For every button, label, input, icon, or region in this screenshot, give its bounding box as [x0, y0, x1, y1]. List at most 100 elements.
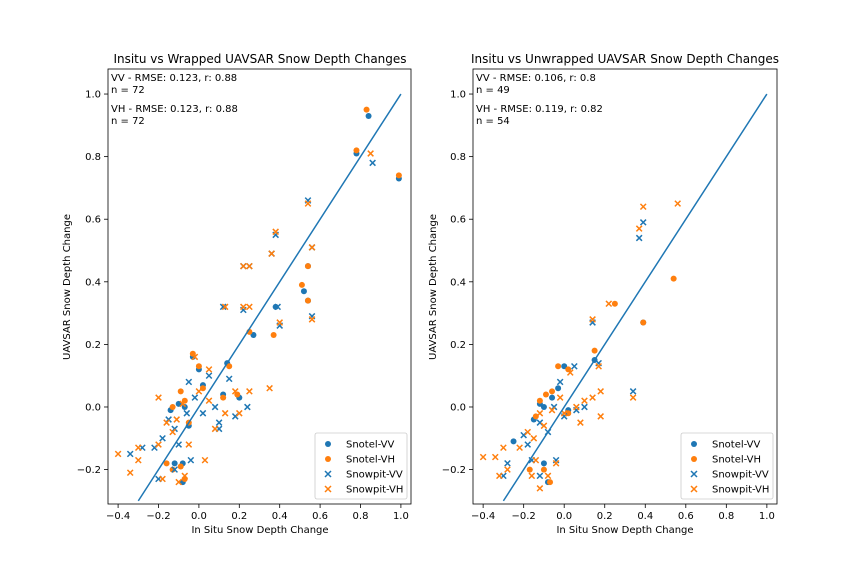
- x-tick-label: 0.0: [191, 511, 207, 522]
- data-point-snowpit-vv: [225, 375, 233, 383]
- data-point-snowpit-vh: [530, 434, 538, 442]
- chart-title: Insitu vs Unwrapped UAVSAR Snow Depth Ch…: [471, 52, 779, 66]
- data-point-snowpit-vv: [524, 441, 532, 448]
- data-point-snowpit-vh: [169, 428, 176, 436]
- x-tick-label: 0.2: [597, 511, 613, 522]
- data-point-snowpit-vh: [235, 409, 243, 417]
- legend-label-snotel-vh: Snotel-VH: [346, 455, 395, 466]
- data-point-snowpit-vh: [573, 403, 580, 411]
- data-point-snowpit-vv: [244, 403, 251, 411]
- legend-marker-snotel-vv: [325, 441, 331, 447]
- data-marks: [479, 93, 768, 502]
- data-point-snowpit-vh: [246, 388, 253, 395]
- x-tick-label: 0.8: [718, 511, 734, 522]
- legend-box: [680, 432, 774, 500]
- data-point-snowpit-vv: [175, 441, 183, 448]
- data-point-snowpit-vv: [571, 362, 578, 370]
- y-tick-label: 0.6: [450, 215, 466, 226]
- chart-unwrapped: Insitu vs Unwrapped UAVSAR Snow Depth Ch…: [428, 52, 779, 536]
- data-point-snotel-vv: [250, 332, 257, 339]
- chart-title: Insitu vs Wrapped UAVSAR Snow Depth Chan…: [113, 52, 406, 66]
- data-point-snotel-vv: [555, 385, 562, 392]
- data-point-snotel-vh: [177, 463, 184, 470]
- data-point-snowpit-vh: [674, 200, 682, 207]
- legend-label-snowpit-vv: Snowpit-VV: [346, 470, 403, 481]
- data-point-snowpit-vh: [114, 450, 122, 458]
- data-point-snowpit-vh: [577, 419, 584, 426]
- data-point-snotel-vh: [549, 388, 556, 395]
- x-axis: −0.4 −0.2 0.0 0.2 0.4 0.6 0.8 1.0: [106, 504, 409, 522]
- data-point-snowpit-vv: [183, 409, 191, 417]
- data-point-snowpit-vv: [199, 409, 207, 417]
- annotation-vv-stats: VV - RMSE: 0.123, r: 0.88: [111, 73, 237, 84]
- data-point-snowpit-vh: [205, 397, 213, 405]
- data-point-snowpit-vh: [240, 303, 247, 311]
- data-point-snowpit-vv: [126, 450, 134, 458]
- y-tick-label: 1.0: [450, 90, 466, 101]
- legend-box: [314, 432, 408, 500]
- data-point-snowpit-vh: [272, 228, 279, 236]
- data-point-snowpit-vh: [173, 416, 181, 423]
- x-axis-label: In Situ Snow Depth Change: [556, 525, 693, 536]
- data-point-snowpit-vv: [581, 403, 588, 411]
- data-point-snowpit-vh: [540, 422, 548, 430]
- legend-marker-snowpit-vv: [324, 470, 332, 478]
- data-point-snotel-vh: [226, 363, 233, 370]
- data-point-snowpit-vh: [195, 388, 203, 395]
- data-point-snowpit-vv: [369, 159, 376, 167]
- y-tick-label: 0.6: [85, 215, 101, 226]
- annotation-vh-count: n = 54: [476, 116, 510, 127]
- legend-label-snotel-vv: Snotel-VV: [346, 440, 395, 451]
- data-point-snotel-vv: [540, 460, 547, 467]
- data-point-snotel-vh: [195, 363, 202, 370]
- annotation-vv-stats: VV - RMSE: 0.106, r: 0.8: [476, 73, 596, 84]
- data-point-snowpit-vv: [215, 419, 223, 426]
- y-tick-label: 1.0: [85, 90, 101, 101]
- legend-label-snotel-vv: Snotel-VV: [712, 440, 761, 451]
- data-point-snotel-vv: [300, 288, 307, 295]
- data-point-snowpit-vh: [240, 262, 247, 270]
- data-point-snowpit-vh: [304, 200, 312, 207]
- data-point-snowpit-vh: [536, 409, 544, 417]
- data-point-snotel-vh: [540, 466, 547, 473]
- legend-marker-snowpit-vh: [324, 485, 332, 493]
- x-tick-label: 1.0: [759, 511, 775, 522]
- legend-label-snowpit-vh: Snowpit-VH: [712, 485, 769, 496]
- data-point-snotel-vh: [177, 388, 184, 395]
- data-point-snowpit-vh: [155, 394, 162, 401]
- annotation-vv-count: n = 72: [111, 85, 145, 96]
- annotation-vh-stats: VH - RMSE: 0.123, r: 0.88: [111, 104, 238, 115]
- data-point-snotel-vh: [298, 281, 305, 288]
- data-point-snowpit-vh: [134, 456, 142, 464]
- legend: Snotel-VV Snotel-VH Snowpit-VV Snowpit-V…: [314, 432, 408, 500]
- data-marks: [114, 93, 402, 502]
- data-point-snowpit-vh: [246, 262, 253, 270]
- data-point-snowpit-vh: [159, 475, 166, 483]
- data-point-snowpit-vh: [185, 441, 193, 448]
- y-tick-label: −0.2: [77, 465, 101, 476]
- data-point-snowpit-vh: [544, 472, 552, 480]
- data-point-snowpit-vh: [532, 456, 540, 464]
- data-point-snowpit-vh: [597, 388, 605, 395]
- plot-frame: [472, 68, 778, 505]
- x-tick-label: 0.4: [637, 511, 653, 522]
- data-point-snowpit-vh: [308, 316, 316, 323]
- data-point-snowpit-vh: [635, 225, 643, 232]
- data-point-snowpit-vh: [556, 394, 564, 401]
- data-point-snowpit-vh: [581, 397, 588, 405]
- plot-frame: [107, 68, 412, 505]
- annotation-vv-count: n = 49: [476, 85, 510, 96]
- x-tick-label: 1.0: [393, 511, 409, 522]
- annotation-vh-count: n = 72: [111, 116, 145, 127]
- y-tick-label: 0.8: [85, 152, 101, 163]
- data-point-snowpit-vh: [175, 478, 183, 486]
- data-point-snowpit-vh: [566, 369, 574, 376]
- data-point-snowpit-vh: [524, 428, 532, 436]
- data-point-snowpit-vh: [155, 441, 162, 448]
- data-point-snowpit-vh: [560, 409, 568, 417]
- data-point-snotel-vv: [365, 112, 372, 119]
- y-tick-label: 0.0: [85, 402, 101, 413]
- y-tick-label: 0.2: [450, 340, 466, 351]
- data-point-snotel-vh: [547, 479, 554, 486]
